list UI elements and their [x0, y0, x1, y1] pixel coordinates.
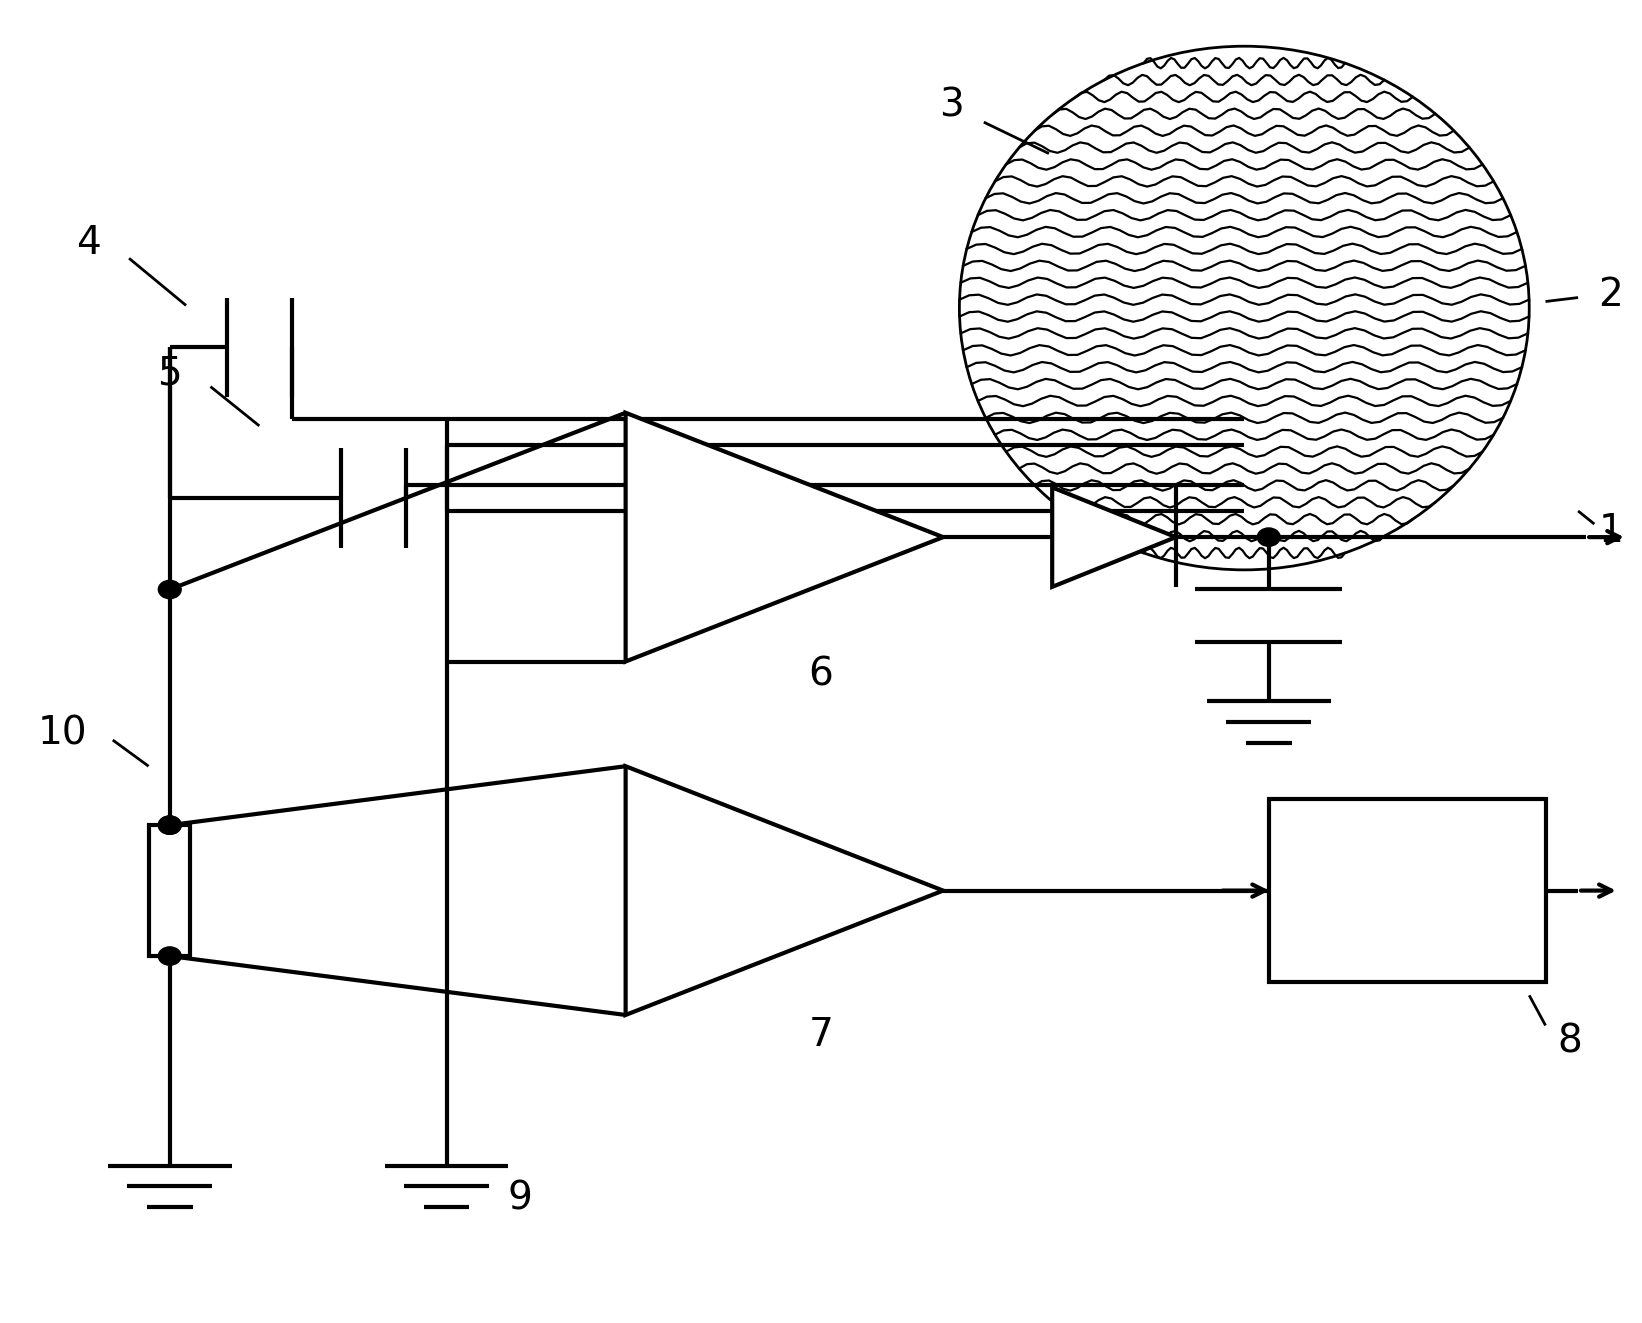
Text: 2: 2	[1598, 277, 1622, 314]
Text: 5: 5	[158, 355, 182, 393]
Polygon shape	[1053, 487, 1176, 587]
Circle shape	[1258, 528, 1281, 546]
Ellipse shape	[959, 46, 1529, 570]
Text: 4: 4	[76, 224, 100, 262]
Text: 3: 3	[939, 86, 964, 124]
Text: 1: 1	[1598, 512, 1622, 549]
Text: 7: 7	[808, 1016, 834, 1053]
Text: 10: 10	[38, 714, 87, 753]
Circle shape	[158, 816, 181, 835]
Polygon shape	[626, 413, 943, 662]
Text: 9: 9	[507, 1179, 532, 1217]
Polygon shape	[626, 766, 943, 1015]
Bar	[149, 826, 190, 957]
Bar	[1269, 799, 1545, 982]
Text: 6: 6	[808, 656, 834, 693]
Circle shape	[158, 947, 181, 966]
Circle shape	[158, 581, 181, 599]
Text: 8: 8	[1558, 1023, 1583, 1060]
Circle shape	[158, 816, 181, 835]
